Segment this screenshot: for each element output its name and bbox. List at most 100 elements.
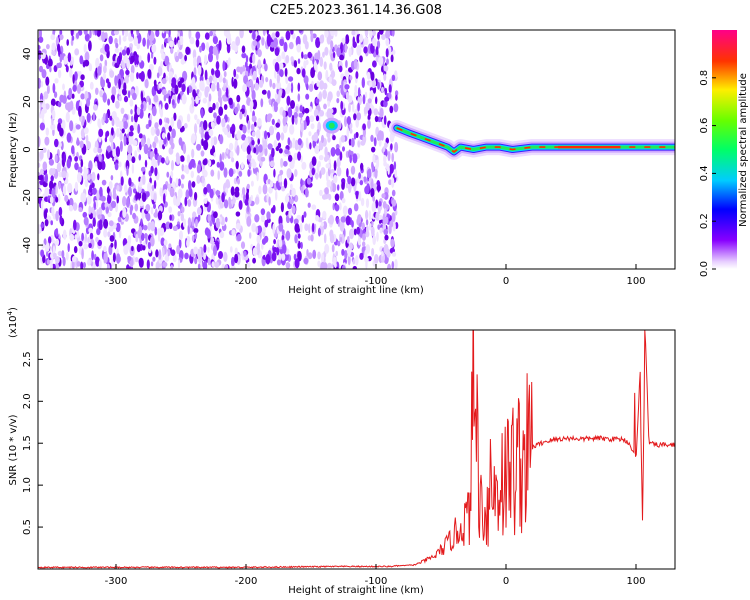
noise-speckle bbox=[345, 215, 351, 226]
noise-speckle bbox=[241, 52, 247, 59]
noise-speckle bbox=[274, 69, 277, 79]
noise-speckle bbox=[235, 222, 241, 230]
noise-speckle bbox=[384, 234, 389, 241]
noise-speckle bbox=[371, 161, 374, 170]
noise-speckle bbox=[204, 227, 210, 236]
noise-speckle bbox=[377, 130, 383, 141]
noise-speckle bbox=[309, 115, 315, 123]
noise-speckle bbox=[359, 34, 364, 43]
noise-speckle bbox=[204, 54, 208, 66]
noise-speckle bbox=[138, 55, 142, 63]
noise-speckle bbox=[161, 89, 167, 96]
noise-speckle bbox=[323, 103, 327, 110]
noise-speckle bbox=[55, 227, 59, 237]
noise-speckle bbox=[285, 75, 289, 84]
noise-speckle bbox=[169, 222, 173, 230]
noise-speckle bbox=[66, 39, 69, 46]
noise-speckle bbox=[304, 223, 309, 231]
noise-speckle bbox=[180, 174, 185, 180]
noise-speckle bbox=[59, 34, 64, 40]
noise-speckle bbox=[186, 239, 190, 248]
noise-speckle bbox=[66, 132, 72, 143]
noise-speckle bbox=[293, 253, 297, 261]
noise-speckle bbox=[249, 232, 252, 239]
noise-speckle bbox=[285, 30, 291, 41]
noise-speckle bbox=[147, 52, 151, 63]
noise-speckle bbox=[295, 105, 299, 113]
noise-speckle bbox=[335, 147, 341, 156]
noise-speckle bbox=[192, 89, 197, 98]
noise-speckle bbox=[118, 161, 122, 168]
noise-speckle bbox=[172, 254, 177, 263]
noise-speckle bbox=[311, 156, 317, 167]
noise-speckle bbox=[291, 205, 296, 214]
noise-speckle bbox=[322, 89, 327, 100]
noise-speckle bbox=[149, 236, 155, 247]
noise-speckle bbox=[219, 161, 225, 171]
x-tick-label: -100 bbox=[365, 576, 388, 587]
noise-speckle bbox=[274, 47, 280, 56]
colorbar-tick-label: 0.8 bbox=[699, 70, 710, 86]
noise-speckle bbox=[225, 179, 230, 189]
noise-speckle bbox=[46, 259, 51, 265]
noise-speckle bbox=[296, 67, 301, 75]
noise-speckle bbox=[272, 204, 276, 213]
noise-speckle bbox=[369, 90, 375, 100]
noise-speckle bbox=[38, 44, 41, 51]
noise-speckle bbox=[365, 198, 370, 209]
noise-speckle bbox=[323, 233, 327, 244]
noise-speckle bbox=[72, 202, 78, 211]
noise-speckle bbox=[315, 215, 320, 222]
noise-speckle bbox=[158, 118, 163, 126]
noise-speckle bbox=[256, 35, 261, 41]
noise-speckle bbox=[200, 108, 204, 119]
noise-speckle bbox=[62, 83, 65, 91]
noise-speckle bbox=[97, 214, 102, 220]
noise-speckle bbox=[310, 67, 315, 79]
noise-speckle bbox=[102, 160, 106, 170]
noise-speckle bbox=[231, 256, 235, 267]
noise-speckle bbox=[95, 256, 100, 267]
noise-speckle bbox=[175, 154, 181, 165]
noise-speckle bbox=[252, 31, 256, 40]
noise-speckle bbox=[378, 215, 383, 220]
noise-speckle bbox=[96, 30, 102, 37]
noise-speckle bbox=[108, 220, 114, 227]
noise-speckle bbox=[165, 221, 171, 230]
noise-speckle bbox=[234, 247, 238, 255]
noise-speckle bbox=[372, 235, 377, 246]
noise-speckle bbox=[45, 76, 50, 86]
noise-speckle bbox=[327, 91, 333, 101]
noise-speckle bbox=[298, 145, 302, 151]
noise-speckle bbox=[163, 193, 166, 204]
noise-speckle bbox=[40, 108, 45, 120]
noise-speckle bbox=[251, 131, 256, 137]
noise-speckle bbox=[105, 131, 108, 139]
noise-speckle bbox=[105, 112, 108, 124]
noise-speckle bbox=[319, 80, 325, 90]
noise-speckle bbox=[341, 37, 346, 45]
noise-speckle bbox=[150, 207, 154, 215]
noise-speckle bbox=[155, 208, 158, 216]
noise-speckle bbox=[267, 113, 273, 119]
noise-speckle bbox=[70, 30, 74, 37]
noise-speckle bbox=[49, 196, 54, 204]
noise-speckle bbox=[82, 61, 86, 67]
noise-speckle bbox=[123, 95, 129, 103]
noise-speckle bbox=[345, 92, 350, 100]
noise-speckle bbox=[65, 111, 70, 123]
noise-speckle bbox=[174, 55, 180, 63]
signal-track bbox=[322, 117, 675, 160]
noise-speckle bbox=[228, 203, 232, 209]
noise-speckle bbox=[334, 262, 337, 269]
noise-speckle bbox=[254, 121, 257, 127]
noise-speckle bbox=[367, 98, 372, 104]
noise-speckle bbox=[215, 61, 220, 70]
noise-speckle bbox=[102, 92, 107, 103]
noise-speckle bbox=[320, 167, 326, 175]
noise-speckle bbox=[209, 30, 214, 37]
noise-speckle bbox=[89, 232, 94, 240]
noise-speckle bbox=[321, 194, 327, 200]
noise-speckle bbox=[154, 84, 159, 91]
noise-speckle bbox=[96, 228, 101, 236]
